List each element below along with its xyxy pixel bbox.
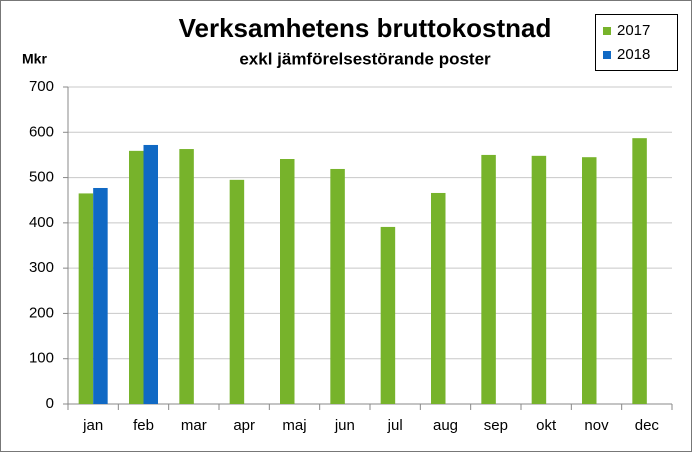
bar xyxy=(229,179,245,404)
y-tick-label: 100 xyxy=(29,350,54,367)
x-tick-label: feb xyxy=(133,417,154,434)
x-tick-label: jul xyxy=(387,417,403,434)
y-tick-label: 300 xyxy=(29,259,54,276)
legend-label: 2017 xyxy=(617,22,650,39)
bar xyxy=(280,159,295,404)
legend-swatch xyxy=(603,27,611,35)
y-tick-label: 200 xyxy=(29,304,54,321)
legend-swatch xyxy=(603,51,611,59)
y-tick-label: 600 xyxy=(29,123,54,140)
bar xyxy=(582,157,597,404)
chart-subtitle: exkl jämförelsestörande poster xyxy=(239,49,491,68)
x-tick-label: dec xyxy=(635,417,660,434)
legend-label: 2018 xyxy=(617,46,650,63)
x-tick-label: maj xyxy=(282,417,306,434)
bar xyxy=(78,193,94,404)
bar xyxy=(129,150,144,404)
y-tick-label: 700 xyxy=(29,78,54,95)
y-tick-label: 0 xyxy=(46,395,54,412)
x-tick-label: apr xyxy=(233,417,255,434)
x-tick-label: nov xyxy=(584,417,609,434)
legend-box xyxy=(595,14,678,71)
bar xyxy=(380,226,396,404)
bar xyxy=(93,187,108,404)
y-tick-label: 500 xyxy=(29,169,54,186)
x-tick-label: jun xyxy=(334,417,355,434)
bar xyxy=(330,168,345,404)
chart-title: Verksamhetens bruttokostnad xyxy=(179,13,552,43)
y-tick-label: 400 xyxy=(29,214,54,231)
bar xyxy=(531,155,547,404)
bar xyxy=(632,138,647,404)
bar xyxy=(481,154,496,404)
bar xyxy=(143,144,158,405)
bar xyxy=(179,149,194,404)
x-tick-label: okt xyxy=(536,417,557,434)
x-tick-label: jan xyxy=(82,417,103,434)
x-tick-label: mar xyxy=(181,417,207,434)
y-axis-label: Mkr xyxy=(22,51,47,67)
x-tick-label: sep xyxy=(484,417,508,434)
x-tick-label: aug xyxy=(433,417,458,434)
bar xyxy=(431,192,446,404)
